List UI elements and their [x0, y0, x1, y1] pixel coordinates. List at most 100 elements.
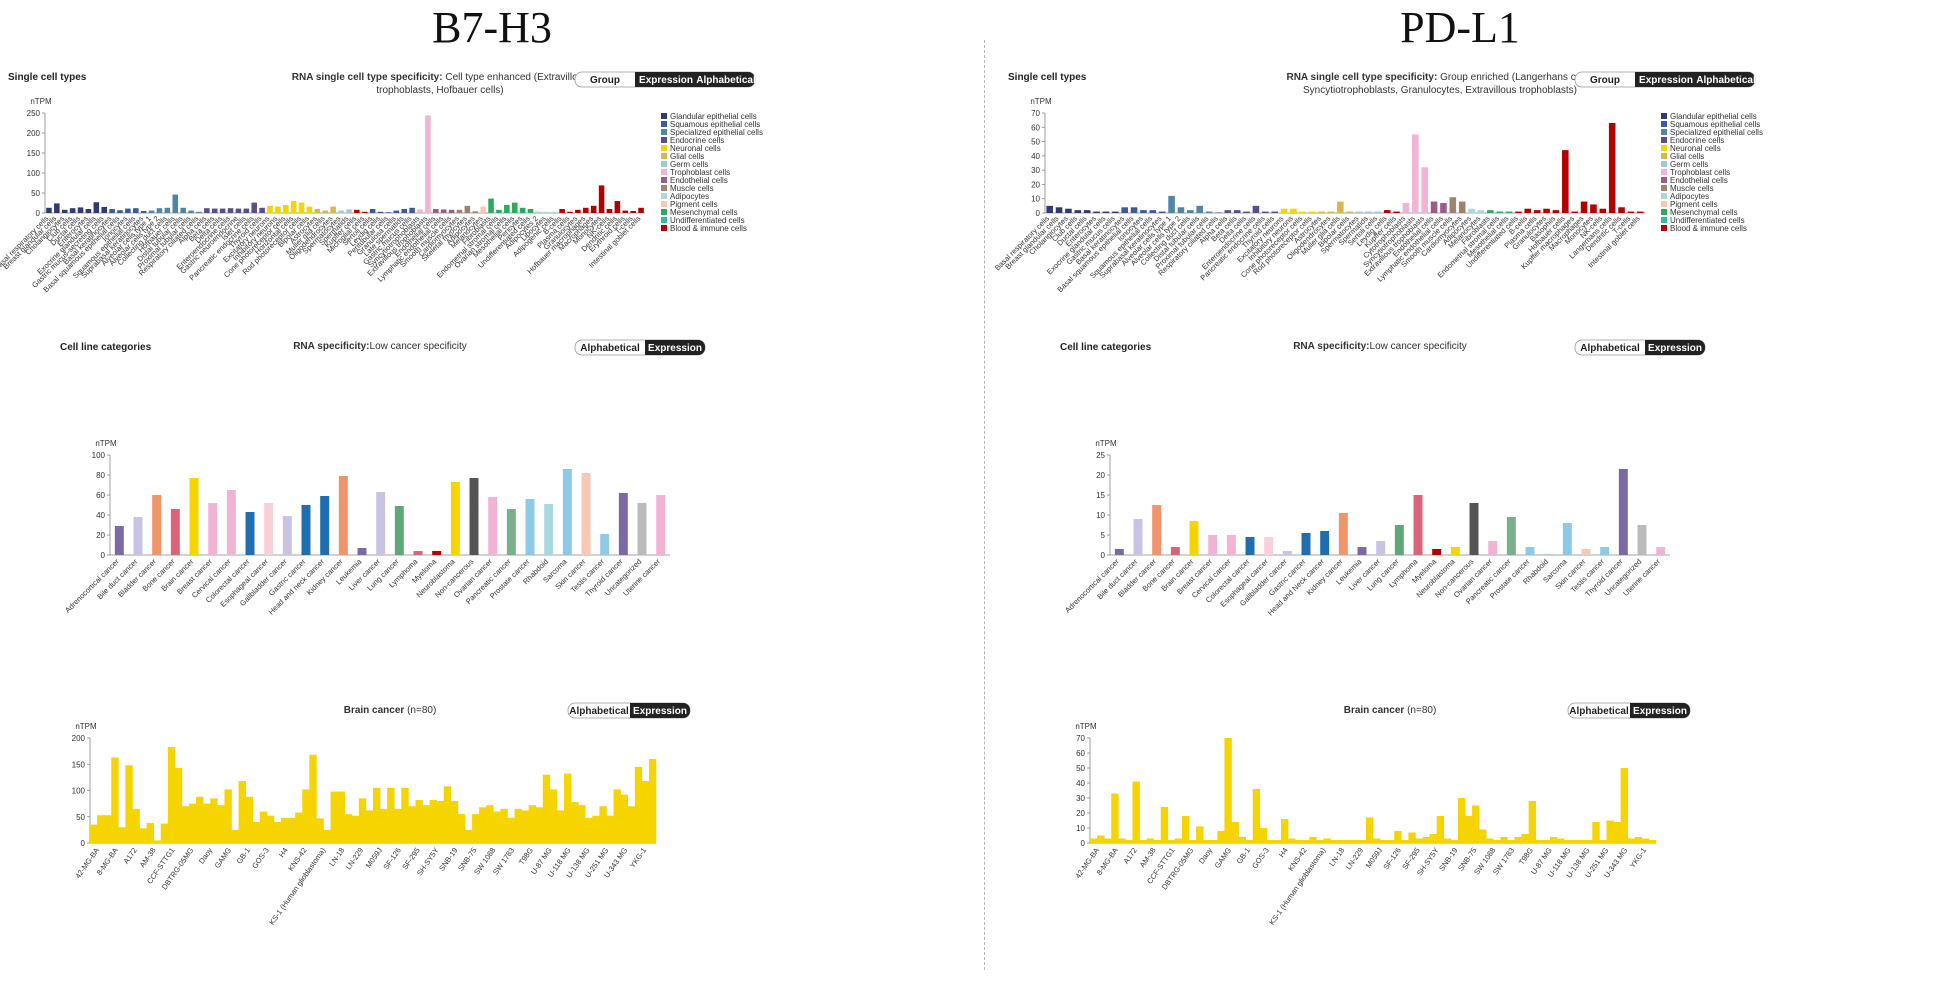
- pdl1-br-y-tick-label: 60: [1076, 749, 1085, 758]
- b7h3-br-bar: [181, 806, 190, 843]
- b7h3-sc-bar: [361, 211, 368, 213]
- pdl1-br-y-tick-label: 10: [1076, 824, 1085, 833]
- b7h3-cl-bar: [544, 504, 554, 555]
- b7h3-br-toggle-alphabetical[interactable]: Alphabetical: [569, 706, 629, 717]
- b7h3-cl-bar: [506, 509, 516, 555]
- b7h3-br-bar: [273, 822, 282, 843]
- pdl1-br-bar: [1316, 840, 1324, 843]
- pdl1-br-bar: [1337, 840, 1345, 843]
- pdl1-sc-toggle-bg: [1635, 72, 1697, 87]
- pdl1-br-bar: [1365, 817, 1374, 843]
- b7h3-sc-toggle-group[interactable]: Group: [590, 75, 620, 86]
- b7h3-br-bar: [337, 791, 345, 843]
- b7h3-cl-bar: [152, 495, 162, 555]
- pdl1-br-bar: [1358, 840, 1367, 843]
- pdl1-sc-bar: [1055, 207, 1063, 213]
- b7h3-sc-bar: [377, 211, 384, 213]
- pdl1-cl-bar: [1133, 519, 1143, 555]
- b7h3-br-toggle-expression[interactable]: Expression: [633, 706, 687, 717]
- pdl1-sc-toggle-alphabetical[interactable]: Alphabetical: [1696, 75, 1756, 86]
- b7h3-sc-legend-swatch: [661, 145, 667, 151]
- pdl1-sc-legend-swatch: [1661, 177, 1667, 183]
- pdl1-cl-bar: [1264, 537, 1274, 555]
- pdl1-sc-legend-swatch: [1661, 153, 1667, 159]
- b7h3-sc-bar: [77, 207, 84, 213]
- pdl1-cl-bar: [1282, 551, 1292, 555]
- b7h3-cl-toggle-expression[interactable]: Expression: [648, 343, 702, 354]
- b7h3-br-x-label: GB-1: [235, 846, 252, 866]
- pdl1-br-toggle-alphabetical[interactable]: Alphabetical: [1569, 706, 1629, 717]
- pdl1-cl-bar: [1245, 537, 1255, 555]
- b7h3-br-bar: [464, 829, 473, 843]
- b7h3-cl-title: RNA specificity:Low cancer specificity: [293, 341, 467, 352]
- b7h3-sc-bar: [433, 209, 439, 213]
- b7h3-sc-bar: [622, 210, 629, 213]
- b7h3-br-bar: [486, 805, 494, 843]
- b7h3-sc-legend-swatch: [661, 201, 667, 207]
- pdl1-sc-legend-swatch: [1661, 185, 1667, 191]
- b7h3-cl-bar: [170, 509, 180, 555]
- b7h3-sc-toggle-expression[interactable]: Expression: [639, 75, 693, 86]
- pdl1-br-y-tick-label: 20: [1076, 809, 1085, 818]
- pdl1-br-bar: [1295, 840, 1303, 843]
- pdl1-br-bar: [1415, 838, 1423, 843]
- pdl1-br-bar: [1238, 837, 1246, 843]
- b7h3-sc-legend-label: Endocrine cells: [670, 136, 724, 145]
- pdl1-cl-bar: [1170, 547, 1180, 555]
- pdl1-sc-y-tick-label: 20: [1031, 180, 1040, 189]
- pdl1-cl-toggle-alphabetical[interactable]: Alphabetical: [1580, 343, 1640, 354]
- b7h3-br-bar: [316, 818, 324, 843]
- b7h3-sc-bar: [204, 208, 210, 213]
- b7h3-br-bar: [606, 815, 614, 843]
- pdl1-br-bar: [1380, 840, 1388, 843]
- b7h3-br-y-tick-label: 50: [76, 813, 85, 822]
- b7h3-sc-bar: [425, 115, 431, 213]
- b7h3-br-bar: [281, 817, 289, 843]
- pdl1-br-bar: [1245, 840, 1254, 843]
- pdl1-sc-toggle-group[interactable]: Group: [1590, 75, 1620, 86]
- pdl1-sc-toggle-expression[interactable]: Expression: [1639, 75, 1693, 86]
- pdl1-sc-bar: [1412, 134, 1419, 213]
- pdl1-sc-bar: [1599, 208, 1607, 213]
- b7h3-sc-legend-label: Glandular epithelial cells: [670, 112, 757, 121]
- pdl1-br-bar: [1273, 840, 1282, 843]
- b7h3-sc-legend-label: Neuronal cells: [670, 144, 721, 153]
- b7h3-cl-bar: [469, 478, 479, 555]
- pdl1-cl-toggle-expression[interactable]: Expression: [1648, 343, 1702, 354]
- pdl1-sc-bar: [1477, 210, 1485, 213]
- b7h3-br-bar: [521, 810, 529, 843]
- b7h3-sc-toggle-alphabetical[interactable]: Alphabetical: [696, 75, 756, 86]
- pdl1-br-bar: [1620, 768, 1628, 843]
- pdl1-sc-bar: [1571, 211, 1578, 213]
- pdl1-br-bar: [1443, 838, 1452, 843]
- pdl1-sc-bar: [1421, 167, 1428, 213]
- b7h3-cl-toggle-alphabetical[interactable]: Alphabetical: [580, 343, 640, 354]
- b7h3-sc-bar: [109, 209, 115, 213]
- b7h3-sc-bar: [440, 209, 447, 213]
- b7h3-br-title: Brain cancer (n=80): [344, 705, 437, 716]
- pdl1-cl-bar: [1189, 521, 1199, 555]
- pdl1-sc-bar: [1168, 195, 1175, 213]
- b7h3-sc-bar: [511, 202, 518, 213]
- pdl1-br-toggle-expression[interactable]: Expression: [1633, 706, 1687, 717]
- pdl1-sc-legend-label: Glandular epithelial cells: [1670, 112, 1757, 121]
- b7h3-cl-bar: [226, 490, 236, 555]
- b7h3-br-bar: [436, 801, 445, 843]
- b7h3-cl-bar: [562, 469, 572, 555]
- pdl1-cl-bar: [1226, 535, 1236, 555]
- b7h3-br-bar: [330, 791, 338, 843]
- b7h3-sc-bar: [188, 210, 194, 213]
- pdl1-cl-bar: [1338, 513, 1348, 555]
- b7h3-br-bar: [238, 781, 246, 843]
- b7h3-sc-bar: [54, 203, 60, 213]
- b7h3-sc-bar: [46, 207, 52, 213]
- pdl1-sc-bar: [1365, 211, 1372, 213]
- pdl1-sc-bar: [1130, 207, 1138, 213]
- pdl1-sc-legend-label: Neuronal cells: [1670, 144, 1721, 153]
- b7h3-sc-bar: [275, 206, 281, 213]
- b7h3-br-bar: [564, 773, 572, 843]
- b7h3-sc-legend-swatch: [661, 169, 667, 175]
- b7h3-br-bar: [528, 805, 537, 843]
- b7h3-br-bar: [578, 805, 586, 843]
- b7h3-sc-y-tick-label: 50: [31, 189, 40, 198]
